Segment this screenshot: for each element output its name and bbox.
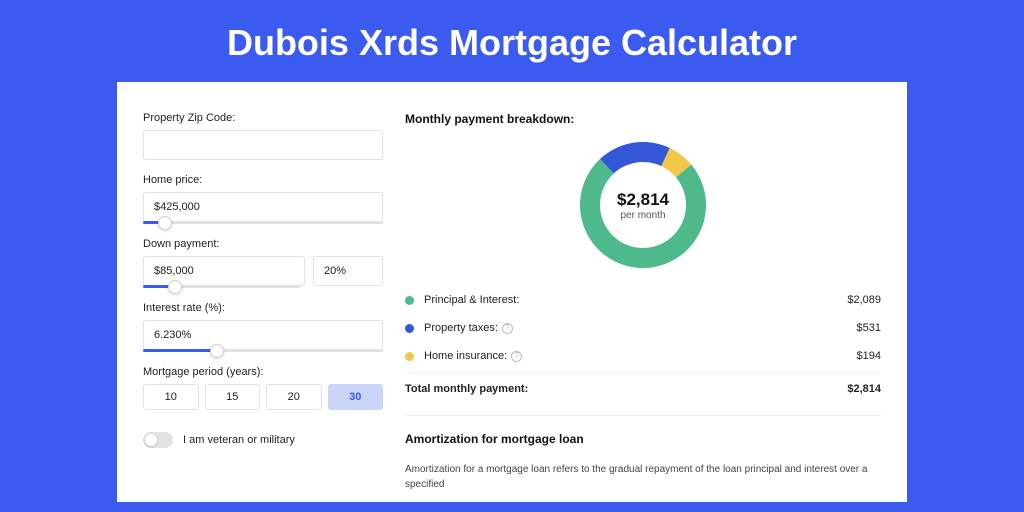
interest-rate-input[interactable] bbox=[143, 320, 383, 350]
legend-value: $531 bbox=[857, 322, 881, 334]
help-icon[interactable]: ? bbox=[511, 351, 522, 362]
donut-amount: $2,814 bbox=[617, 190, 669, 210]
donut-chart-wrap: $2,814 per month bbox=[405, 142, 881, 268]
veteran-toggle[interactable] bbox=[143, 432, 173, 448]
legend-row: Home insurance:?$194 bbox=[405, 342, 881, 370]
home-price-input[interactable] bbox=[143, 192, 383, 222]
period-option-10[interactable]: 10 bbox=[143, 384, 199, 410]
home-price-label: Home price: bbox=[143, 174, 383, 186]
page-title: Dubois Xrds Mortgage Calculator bbox=[0, 0, 1024, 82]
down-payment-pct-input[interactable] bbox=[313, 256, 383, 286]
veteran-label: I am veteran or military bbox=[183, 434, 295, 446]
interest-rate-label: Interest rate (%): bbox=[143, 302, 383, 314]
field-down-payment: Down payment: bbox=[143, 238, 383, 288]
legend-total-label: Total monthly payment: bbox=[405, 383, 847, 395]
legend-dot bbox=[405, 324, 414, 333]
legend-total-value: $2,814 bbox=[847, 383, 881, 395]
donut-sub: per month bbox=[620, 210, 665, 221]
legend-dot bbox=[405, 296, 414, 305]
down-payment-slider[interactable] bbox=[143, 285, 301, 288]
veteran-toggle-row: I am veteran or military bbox=[143, 432, 383, 448]
field-mortgage-period: Mortgage period (years): 10152030 bbox=[143, 366, 383, 410]
home-price-slider[interactable] bbox=[143, 221, 383, 224]
calculator-card: Property Zip Code: Home price: Down paym… bbox=[117, 82, 907, 502]
amortization-title: Amortization for mortgage loan bbox=[405, 432, 881, 446]
period-option-30[interactable]: 30 bbox=[328, 384, 384, 410]
donut-center: $2,814 per month bbox=[580, 142, 706, 268]
legend-label: Home insurance:? bbox=[424, 350, 857, 362]
period-option-20[interactable]: 20 bbox=[266, 384, 322, 410]
legend-row: Property taxes:?$531 bbox=[405, 314, 881, 342]
help-icon[interactable]: ? bbox=[502, 323, 513, 334]
legend-label: Principal & Interest: bbox=[424, 294, 847, 306]
field-home-price: Home price: bbox=[143, 174, 383, 224]
legend-row: Principal & Interest:$2,089 bbox=[405, 286, 881, 314]
breakdown-column: Monthly payment breakdown: $2,814 per mo… bbox=[405, 112, 881, 502]
legend-total-row: Total monthly payment: $2,814 bbox=[405, 372, 881, 403]
legend-value: $2,089 bbox=[847, 294, 881, 306]
breakdown-title: Monthly payment breakdown: bbox=[405, 112, 881, 126]
field-zip: Property Zip Code: bbox=[143, 112, 383, 160]
amortization-body: Amortization for a mortgage loan refers … bbox=[405, 462, 881, 492]
legend-value: $194 bbox=[857, 350, 881, 362]
zip-input[interactable] bbox=[143, 130, 383, 160]
interest-rate-slider[interactable] bbox=[143, 349, 383, 352]
donut-chart: $2,814 per month bbox=[580, 142, 706, 268]
zip-label: Property Zip Code: bbox=[143, 112, 383, 124]
legend-dot bbox=[405, 352, 414, 361]
amortization-section: Amortization for mortgage loan Amortizat… bbox=[405, 415, 881, 492]
period-option-15[interactable]: 15 bbox=[205, 384, 261, 410]
down-payment-label: Down payment: bbox=[143, 238, 383, 250]
legend-label: Property taxes:? bbox=[424, 322, 857, 334]
field-interest-rate: Interest rate (%): bbox=[143, 302, 383, 352]
form-column: Property Zip Code: Home price: Down paym… bbox=[143, 112, 383, 502]
down-payment-input[interactable] bbox=[143, 256, 305, 286]
mortgage-period-label: Mortgage period (years): bbox=[143, 366, 383, 378]
